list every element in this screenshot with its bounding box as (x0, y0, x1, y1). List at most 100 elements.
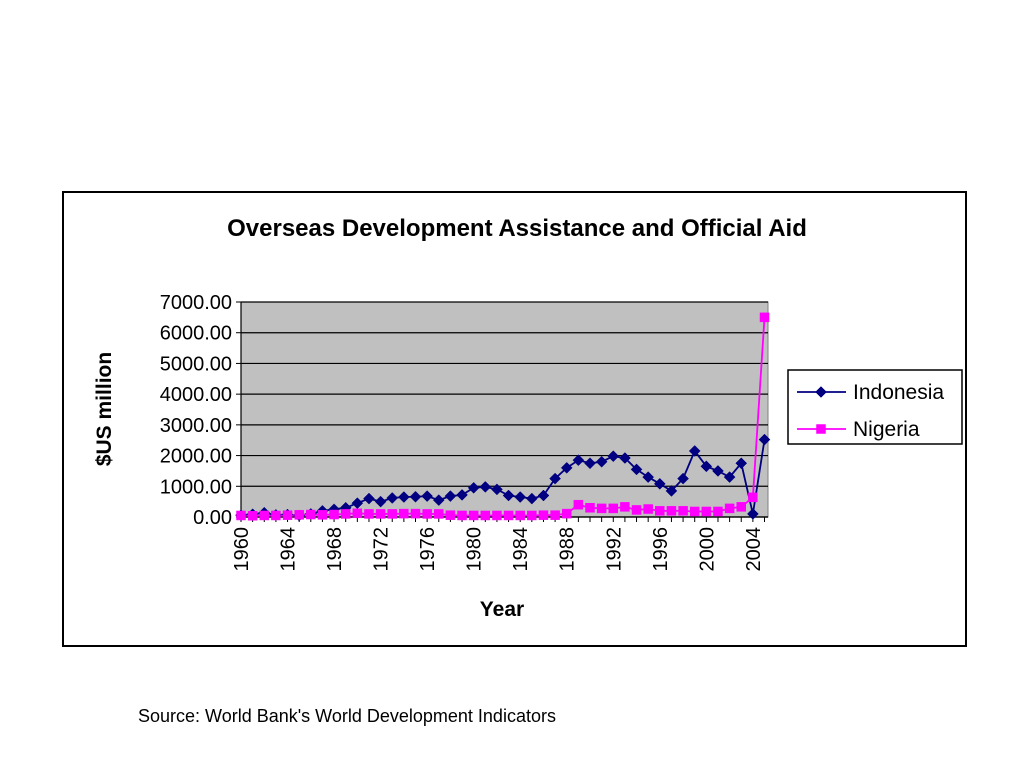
nigeria-line (240, 317, 766, 517)
y-tick-label: 4000.00 (160, 384, 232, 406)
series-markers (235, 312, 771, 522)
nigeria-point (748, 492, 758, 503)
nigeria-point (736, 502, 746, 512)
indonesia-point (607, 450, 620, 463)
nigeria-point (422, 509, 432, 519)
nigeria-point (399, 508, 409, 519)
x-tick-label: 2004 (743, 527, 765, 572)
nigeria-point (340, 509, 351, 519)
nigeria-point (480, 510, 491, 521)
legend-label-nigeria: Nigeria (853, 418, 920, 441)
indonesia-point (398, 491, 410, 503)
nigeria-point (445, 510, 456, 520)
indonesia-point (374, 495, 387, 508)
x-tick-label: 1980 (464, 527, 486, 572)
y-axis: 0.00 1000.00 2000.00 3000.00 4000.00 5000.00 6… (160, 292, 242, 529)
y-tick-label: 6000.00 (160, 323, 232, 345)
indonesia-point (712, 465, 724, 477)
nigeria-point (561, 508, 572, 519)
indonesia-point (386, 492, 399, 504)
indonesia-point (723, 471, 736, 483)
indonesia-point (491, 483, 503, 496)
nigeria-point (457, 510, 467, 521)
indonesia-point (432, 494, 445, 506)
nigeria-point (608, 503, 619, 514)
nigeria-point (271, 510, 281, 521)
x-axis: 1960 1964 1968 1972 1976 1980 1984 1988 1992 1996… (231, 516, 768, 572)
indonesia-point (677, 472, 689, 485)
nigeria-point (666, 506, 677, 516)
indonesia-point (456, 489, 468, 501)
x-tick-label: 1968 (324, 527, 346, 572)
y-tick-label: 0.00 (193, 507, 232, 529)
indonesia-point (747, 508, 759, 520)
indonesia-point (537, 489, 550, 502)
nigeria-point (620, 502, 630, 512)
indonesia-point (444, 490, 457, 502)
nigeria-point (306, 509, 316, 520)
indonesia-point (549, 472, 561, 485)
nigeria-point (655, 506, 665, 516)
x-tick-label: 1964 (278, 527, 300, 572)
indonesia-point (560, 462, 573, 474)
nigeria-point (631, 505, 642, 515)
indonesia-point (572, 454, 585, 467)
legend: Indonesia Nigeria (787, 369, 963, 445)
nigeria-point (352, 508, 363, 519)
indonesia-point (653, 477, 666, 490)
y-tick-label: 5000.00 (160, 353, 232, 375)
x-tick-label: 1976 (417, 527, 439, 572)
indonesia-point (630, 463, 643, 476)
indonesia-point (758, 433, 771, 446)
y-axis-title: $US million (93, 352, 116, 466)
plot-area (240, 301, 769, 518)
nigeria-point (759, 312, 770, 323)
x-tick-label: 1996 (650, 527, 672, 572)
gridlines (241, 301, 768, 518)
x-tick-label: 1972 (371, 527, 393, 572)
indonesia-point (584, 457, 596, 470)
nigeria-point (259, 510, 270, 521)
x-tick-label: 1960 (231, 527, 253, 572)
indonesia-point (665, 485, 678, 497)
indonesia-point (502, 489, 515, 502)
indonesia-point (700, 460, 713, 473)
legend-label-indonesia: Indonesia (853, 381, 944, 404)
indonesia-point (642, 471, 655, 483)
indonesia-point (735, 457, 748, 470)
nigeria-point (538, 510, 549, 520)
nigeria-point (329, 509, 339, 520)
indonesia-point (479, 481, 492, 493)
legend-items: Indonesia Nigeria (797, 381, 944, 441)
indonesia-point (421, 490, 433, 502)
indonesia-point (409, 490, 422, 503)
legend-marker-nigeria (816, 424, 826, 434)
chart-title: Overseas Development Assistance and Offi… (227, 215, 807, 242)
chart-frame: Overseas Development Assistance and Offi… (62, 191, 967, 647)
nigeria-point (492, 510, 502, 521)
nigeria-point (434, 509, 444, 519)
x-tick-label: 1984 (510, 527, 532, 572)
nigeria-point (585, 503, 595, 513)
nigeria-point (573, 499, 584, 510)
nigeria-point (643, 504, 653, 514)
nigeria-point (364, 509, 374, 519)
y-tick-label: 7000.00 (160, 292, 232, 314)
x-tick-label: 1988 (557, 527, 579, 572)
nigeria-point (527, 510, 537, 521)
x-tick-label: 2000 (696, 527, 718, 572)
source-note: Source: World Bank's World Development I… (138, 706, 556, 726)
nigeria-point (689, 506, 700, 517)
nigeria-point (387, 509, 397, 519)
legend-marker-indonesia (815, 386, 827, 398)
nigeria-point (410, 508, 421, 519)
nigeria-point (468, 510, 479, 521)
nigeria-point (678, 506, 688, 516)
nigeria-point (515, 510, 525, 521)
indonesia-point (525, 492, 538, 505)
nigeria-point (550, 510, 560, 520)
indonesia-point (514, 491, 527, 503)
indonesia-point (619, 452, 631, 464)
nigeria-point (596, 503, 607, 514)
y-tick-label: 3000.00 (160, 415, 232, 437)
